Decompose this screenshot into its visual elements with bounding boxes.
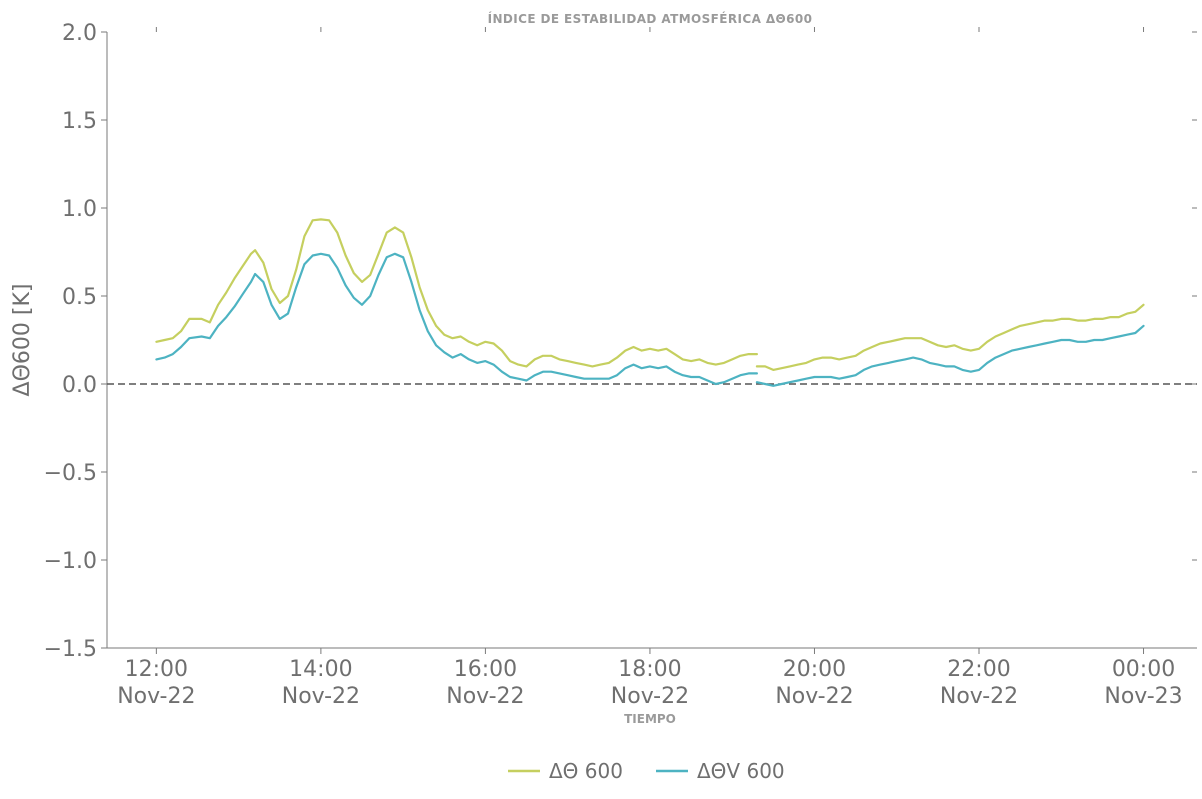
y-tick-label: 2.0 <box>62 21 97 46</box>
x-tick-label-date: Nov-22 <box>446 684 524 709</box>
x-tick-label-date: Nov-22 <box>940 684 1018 709</box>
axes <box>106 32 1197 649</box>
x-tick-label-time: 00:00 <box>1112 657 1175 682</box>
y-tick-label: 0.5 <box>62 285 97 310</box>
series-lines <box>155 218 1145 387</box>
legend: ΔΘ 600 ΔΘV 600 <box>508 759 785 783</box>
x-tick-label-date: Nov-22 <box>611 684 689 709</box>
series-line-2 <box>755 324 1145 387</box>
x-tick-label-time: 16:00 <box>454 657 517 682</box>
legend-label: ΔΘ 600 <box>549 759 623 783</box>
x-tick-label-time: 18:00 <box>618 657 681 682</box>
x-tick-label-time: 12:00 <box>125 657 188 682</box>
x-tick-label-time: 14:00 <box>289 657 352 682</box>
chart-title: ÍNDICE DE ESTABILIDAD ATMOSFÉRICA ΔΘ600 <box>488 11 813 26</box>
y-tick-label: 1.0 <box>62 197 97 222</box>
y-tick-label: −1.5 <box>44 637 97 662</box>
y-axis-label: ΔΘ600 [K] <box>10 284 35 397</box>
y-tick-label: 0.0 <box>62 373 97 398</box>
series-line-1 <box>155 218 758 368</box>
x-tick-label-date: Nov-22 <box>775 684 853 709</box>
y-tick-label: −0.5 <box>44 461 97 486</box>
x-tick-label-time: 22:00 <box>947 657 1010 682</box>
series-line-1 <box>755 303 1145 371</box>
series-line-2 <box>155 252 758 386</box>
x-ticks: 12:00Nov-2214:00Nov-2216:00Nov-2218:00No… <box>117 27 1183 709</box>
x-axis-label: TIEMPO <box>624 712 676 726</box>
x-tick-label-date: Nov-22 <box>282 684 360 709</box>
x-tick-label-date: Nov-22 <box>117 684 195 709</box>
x-tick-label-date: Nov-23 <box>1104 684 1182 709</box>
y-ticks: −1.5 −1.0 −0.5 0.0 0.5 1.0 1.5 2.0 <box>44 21 1197 662</box>
y-tick-label: 1.5 <box>62 109 97 134</box>
legend-label: ΔΘV 600 <box>697 759 785 783</box>
x-tick-label-time: 20:00 <box>783 657 846 682</box>
y-tick-label: −1.0 <box>44 549 97 574</box>
